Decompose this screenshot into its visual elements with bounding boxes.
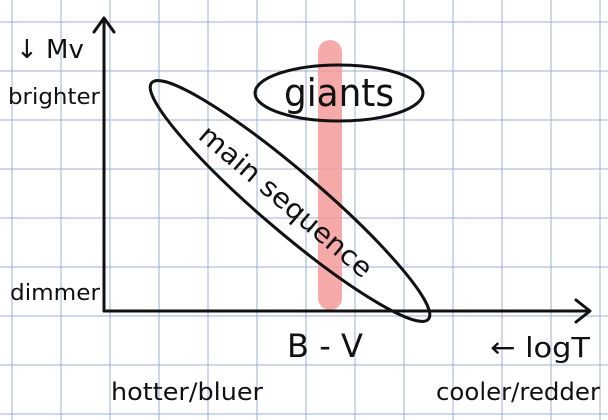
brighter-label: brighter <box>8 85 101 110</box>
b-v-label: B - V <box>287 327 363 365</box>
y-axis-arrowhead <box>92 16 116 34</box>
giants-ellipse <box>253 63 425 123</box>
main-sequence-label: main sequence <box>192 119 378 284</box>
cooler-redder-label: cooler/redder <box>436 378 600 406</box>
y-axis-label: ↓ Mv <box>16 35 84 65</box>
x-axis-arrowhead <box>574 298 592 324</box>
giants-label: giants <box>284 71 394 115</box>
main-sequence-ellipse <box>148 79 432 323</box>
log-t-label: ← logT <box>490 331 591 364</box>
b-v-band <box>318 40 342 310</box>
dimmer-label: dimmer <box>10 281 101 306</box>
hotter-bluer-label: hotter/bluer <box>111 378 263 406</box>
axes <box>92 16 592 324</box>
